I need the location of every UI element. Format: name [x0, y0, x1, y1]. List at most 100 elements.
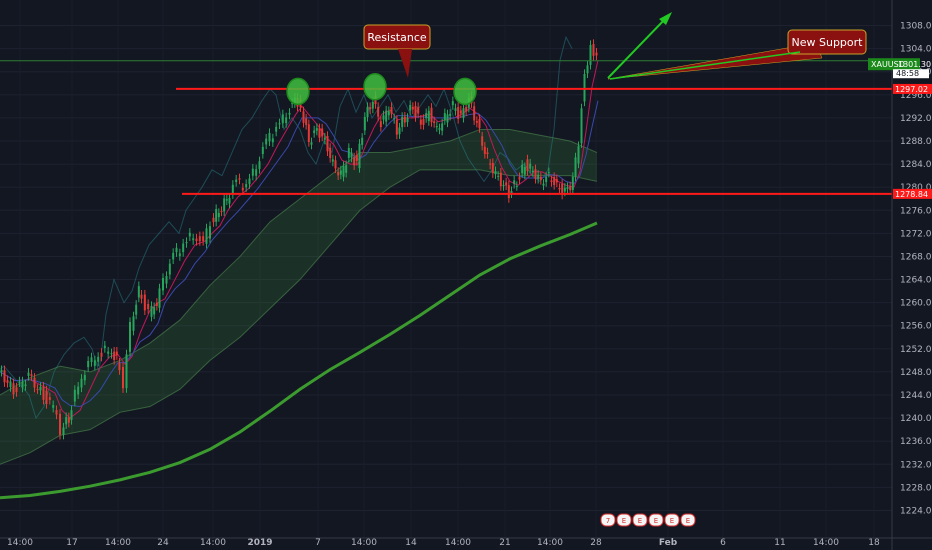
time-tick-label: 2019 — [247, 538, 272, 548]
candle-body — [363, 116, 366, 131]
candle-body — [281, 114, 284, 124]
candle-body — [168, 263, 171, 275]
candle-body — [231, 184, 234, 195]
candle-body — [443, 113, 446, 121]
candle-body — [542, 183, 545, 186]
candle-body — [192, 238, 195, 241]
candle-body — [510, 191, 513, 194]
candle-body — [539, 176, 542, 180]
time-tick-label: 14:00 — [7, 538, 33, 548]
candle-body — [137, 286, 140, 298]
candle-body — [331, 159, 334, 162]
candle-body — [67, 417, 70, 423]
candle-body — [278, 123, 281, 125]
candle-body — [220, 211, 223, 213]
event-badge — [632, 513, 648, 527]
price-tick-label: 1284.00 — [900, 160, 932, 170]
time-tick-label: 14:00 — [105, 538, 131, 548]
price-tick-label: 1296.00 — [900, 91, 932, 101]
candle-body — [248, 178, 251, 185]
candle-body — [595, 52, 598, 56]
price-tick-label: 1308.00 — [900, 22, 932, 32]
candle-body — [255, 169, 258, 176]
candle-body — [411, 106, 414, 110]
candle-body — [326, 136, 329, 152]
last-price-tag — [868, 58, 920, 71]
new-support-callout-box — [787, 29, 867, 55]
candle-body — [449, 113, 452, 116]
candle-body — [414, 105, 417, 118]
lagging-line — [0, 35, 573, 420]
candle-body — [529, 163, 532, 169]
candle-body — [195, 238, 198, 242]
candle-body — [140, 294, 143, 299]
candle-body — [33, 377, 36, 388]
candle-body — [523, 167, 526, 175]
candle-body — [563, 187, 566, 192]
candle-body — [165, 276, 168, 284]
candle-body — [462, 108, 465, 118]
countdown-text: 48:58 — [896, 69, 919, 78]
candle-body — [481, 136, 484, 146]
price-tick-label: 1244.00 — [900, 391, 932, 401]
candle-body — [553, 176, 556, 186]
touch-marker — [453, 77, 477, 106]
candle-body — [275, 126, 278, 132]
candle-body — [531, 170, 534, 172]
candle-body — [302, 111, 305, 123]
candle-body — [45, 390, 48, 404]
candle-body — [261, 146, 264, 155]
candle-body — [403, 116, 406, 123]
price-tick-label: 1268.00 — [900, 252, 932, 262]
candle-body — [459, 110, 462, 114]
candle-body — [339, 170, 342, 175]
candle-body — [358, 143, 361, 169]
time-axis[interactable]: 14:00 17 14:00 24 14:00 2019 7 14:00 14 14:00 21 14… — [0, 513, 932, 548]
time-tick-label: 21 — [499, 538, 510, 548]
candle-body — [245, 184, 248, 188]
price-tick-label: 1288.00 — [900, 137, 932, 147]
candle-body — [550, 180, 553, 183]
candle-body — [486, 152, 489, 155]
candle-body — [355, 155, 358, 161]
candles — [0, 39, 598, 440]
price-tick-label: 1292.00 — [900, 114, 932, 124]
candle-body — [48, 397, 51, 400]
price-tick-label: 1232.00 — [900, 460, 932, 470]
candle-body — [212, 217, 215, 223]
candle-body — [334, 160, 337, 169]
candle-body — [395, 119, 398, 135]
candle-body — [55, 410, 58, 415]
last-price-value: 1301.30 — [898, 60, 931, 69]
candle-body — [285, 117, 288, 124]
candle-body — [178, 253, 181, 257]
candle-body — [382, 115, 385, 120]
price-tick-label: 1248.00 — [900, 368, 932, 378]
candle-body — [83, 374, 86, 381]
bullish-arrow-line — [607, 15, 669, 79]
candle-body — [329, 147, 332, 158]
candle-body — [345, 165, 348, 173]
resistance-callout-text: Resistance — [367, 31, 427, 44]
price-tick-label: 1236.00 — [900, 437, 932, 447]
event-badge-text: E — [654, 517, 658, 525]
candle-body — [353, 157, 356, 166]
candle-body — [15, 387, 18, 393]
candle-body — [580, 108, 583, 144]
touch-marker — [286, 77, 310, 106]
resistance-price-tag — [893, 83, 932, 94]
candle-body — [483, 146, 486, 154]
candle-body — [80, 378, 83, 388]
candle-body — [385, 110, 388, 122]
horizontal-levels — [0, 60, 892, 195]
ma-200-line — [0, 221, 598, 500]
price-axis[interactable]: 1308.001304.001300.001296.001292.001288.… — [868, 0, 932, 550]
candle-body — [497, 175, 500, 177]
candle-body — [315, 128, 318, 131]
candle-body — [205, 228, 208, 244]
candle-body — [566, 187, 569, 189]
candle-body — [162, 278, 164, 291]
candle-body — [135, 304, 138, 315]
price-tick-label: 1252.00 — [900, 345, 932, 355]
